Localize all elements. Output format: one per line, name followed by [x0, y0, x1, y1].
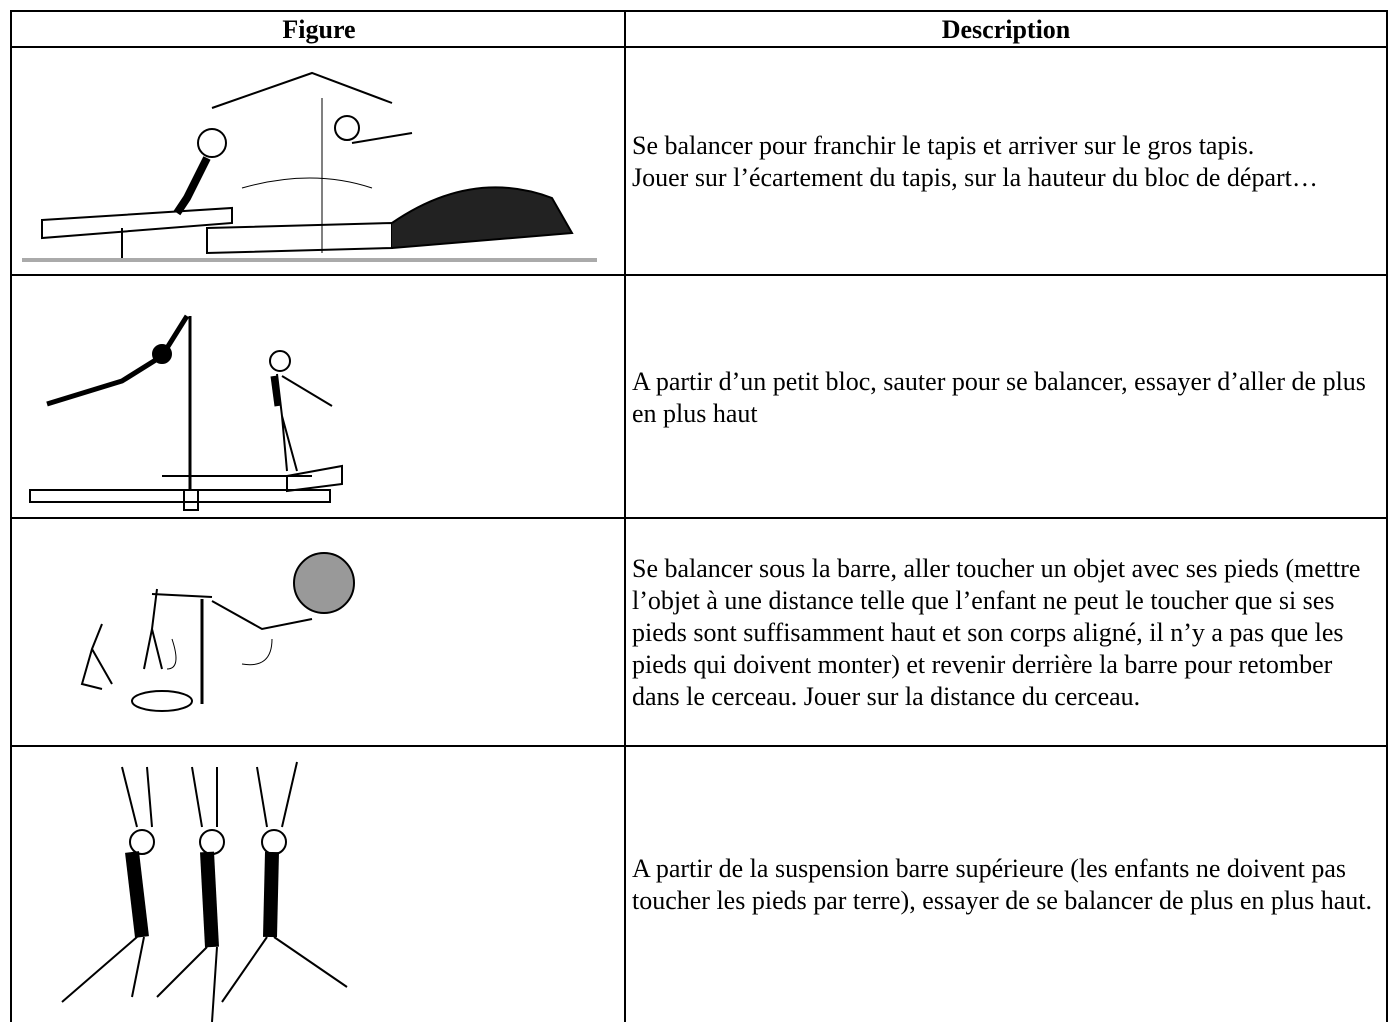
description-text: A partir de la suspension barre supérieu… [632, 853, 1372, 915]
figure-cell [10, 745, 626, 1022]
illustration [61, 761, 348, 1022]
figure-cell [10, 517, 626, 747]
description-cell: A partir de la suspension barre supérieu… [624, 745, 1388, 1022]
description-text: Se balancer sous la barre, aller toucher… [632, 554, 1361, 711]
description-cell: Se balancer pour franchir le tapis et ar… [624, 46, 1388, 276]
figure-cell [10, 46, 626, 276]
description-cell: Se balancer sous la barre, aller toucher… [624, 517, 1388, 747]
header-figure: Figure [10, 10, 626, 48]
illustration [29, 314, 343, 511]
description-text: A partir d’un petit bloc, sauter pour se… [632, 366, 1366, 428]
description-text: Se balancer pour franchir le tapis et ar… [632, 131, 1255, 160]
illustration [22, 71, 597, 262]
header-description: Description [624, 10, 1388, 48]
illustration [80, 552, 355, 712]
description-text: Jouer sur l’écartement du tapis, sur la … [632, 163, 1318, 192]
figure-cell [10, 274, 626, 519]
description-cell: A partir d’un petit bloc, sauter pour se… [624, 274, 1388, 519]
